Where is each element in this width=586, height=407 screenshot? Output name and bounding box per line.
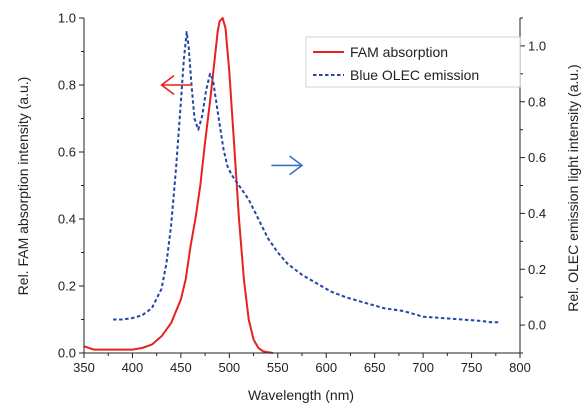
x-tick-label-350: 350: [73, 360, 95, 375]
x-tick-label-800: 800: [509, 360, 531, 375]
x-tick-label-650: 650: [364, 360, 386, 375]
right-y-tick-label-0.6: 0.6: [528, 150, 546, 165]
left-y-tick-label-1.0: 1.0: [58, 11, 76, 26]
x-tick-label-550: 550: [267, 360, 289, 375]
arrow-left-icon: [160, 75, 193, 95]
right-y-tick-label-0.8: 0.8: [528, 94, 546, 109]
left-y-tick-label-0.2: 0.2: [58, 279, 76, 294]
x-tick-label-600: 600: [315, 360, 337, 375]
x-tick-label-700: 700: [412, 360, 434, 375]
right-y-tick-label-0.4: 0.4: [528, 206, 546, 221]
x-tick-label-750: 750: [461, 360, 483, 375]
x-tick-label-500: 500: [218, 360, 240, 375]
left-y-tick-label-0.8: 0.8: [58, 78, 76, 93]
left-y-tick-label-0.6: 0.6: [58, 145, 76, 160]
series-line-blue-olec-emission: [113, 31, 501, 324]
legend-box: [305, 36, 521, 88]
axes-layer: 350 400 450 500 550 600 650 700 750 800 0.0 0.2 0.4 0…: [58, 11, 546, 376]
x-tick-label-400: 400: [122, 360, 144, 375]
right-y-tick-label-1.0: 1.0: [528, 38, 546, 53]
left-y-tick-label-0.0: 0.0: [58, 346, 76, 361]
series-line-fam-absorption: [83, 17, 274, 354]
x-axis-title: Wavelength (nm): [248, 387, 354, 403]
right-y-tick-label-0.2: 0.2: [528, 262, 546, 277]
left-y-axis-title: Rel. FAM absorption intensity (a.u.): [15, 77, 31, 296]
left-y-tick-label-0.4: 0.4: [58, 212, 76, 227]
legend: FAM absorption Blue OLEC emission: [305, 36, 521, 88]
series-layer: [83, 17, 501, 354]
legend-label-blue-olec-emission: Blue OLEC emission: [350, 67, 479, 83]
arrow-right-icon: [271, 155, 304, 176]
right-y-axis-title: Rel. OLEC emission light intensity (a.u.…: [565, 64, 581, 311]
x-tick-label-450: 450: [170, 360, 192, 375]
right-y-tick-label-0.0: 0.0: [528, 318, 546, 333]
legend-label-fam-absorption: FAM absorption: [350, 44, 448, 60]
annotation-layer: [160, 75, 304, 176]
